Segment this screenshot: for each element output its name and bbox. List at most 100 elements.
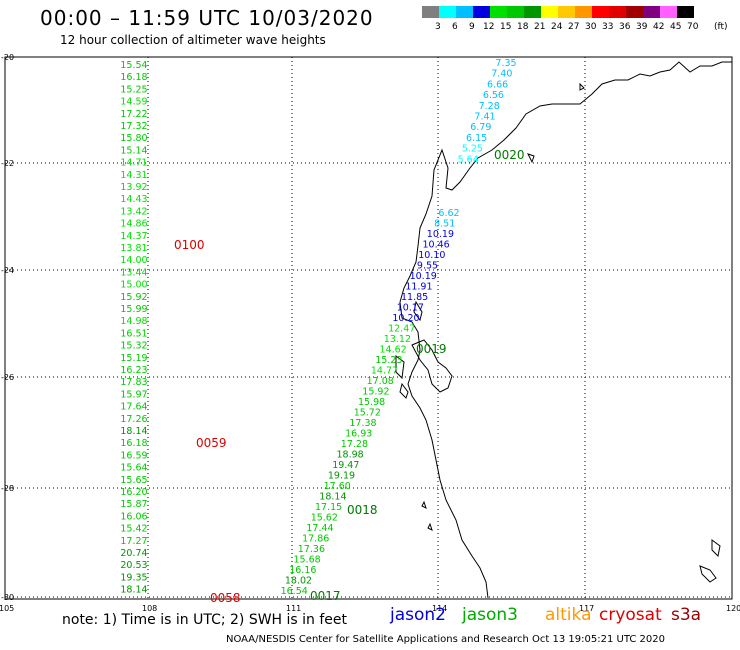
wave-height-value: 18.14 <box>319 492 346 503</box>
coastline <box>399 61 732 599</box>
wave-height-value: 19.47 <box>332 460 359 471</box>
latitude-label: -22 <box>1 159 14 168</box>
wave-height-value: 18.14 <box>120 426 147 437</box>
wave-height-value: 17.86 <box>302 534 329 545</box>
wave-height-value: 16.23 <box>120 365 147 376</box>
wave-height-value: 10.17 <box>397 303 424 314</box>
wave-height-value: 17.60 <box>324 481 351 492</box>
island-outline <box>711 539 721 558</box>
wave-height-value: 20.53 <box>120 560 147 571</box>
wave-height-value: 15.14 <box>120 145 147 156</box>
page-title: 00:00 – 11:59 UTC 10/03/2020 <box>40 6 374 30</box>
legend-level-label: 42 <box>653 22 665 32</box>
wave-height-value: 15.72 <box>354 408 381 419</box>
wave-height-value: 17.22 <box>120 109 147 120</box>
wave-height-value: 10.46 <box>422 240 449 251</box>
pass-time-label: 0019 <box>416 342 447 356</box>
latitude-label: -30 <box>1 593 14 602</box>
satellite-legend-jason3: jason3 <box>462 605 518 625</box>
wave-height-value: 16.18 <box>120 438 147 449</box>
wave-height-value: 17.28 <box>341 439 368 450</box>
legend-level-label: 3 <box>435 22 441 32</box>
legend-swatch <box>575 6 592 18</box>
wave-height-value: 7.35 <box>495 58 516 69</box>
wave-height-value: 14.00 <box>120 255 147 266</box>
wave-height-value: 15.00 <box>120 280 147 291</box>
wave-height-value: 14.98 <box>120 316 147 327</box>
wave-height-value: 14.86 <box>120 219 147 230</box>
wave-height-value: 11.91 <box>405 282 432 293</box>
dirk-hartog-island <box>395 355 405 380</box>
wave-height-value: 8.51 <box>434 219 455 230</box>
wave-height-value: 7.41 <box>474 112 495 123</box>
legend-level-label: 36 <box>619 22 631 32</box>
wave-height-value: 6.62 <box>438 208 459 219</box>
wave-height-value: 14.43 <box>120 194 147 205</box>
page-subtitle: 12 hour collection of altimeter wave hei… <box>60 33 326 47</box>
island-outline <box>399 382 409 399</box>
wave-height-value: 18.98 <box>336 450 363 461</box>
legend-level-label: 24 <box>551 22 563 32</box>
island-outline <box>527 153 535 164</box>
wave-height-value: 14.77 <box>371 366 398 377</box>
satellite-legend-s3a: s3a <box>671 605 702 625</box>
legend-unit-label: (ft) <box>714 22 728 32</box>
longitude-label: 117 <box>579 604 594 613</box>
legend-swatch <box>541 6 558 18</box>
wave-height-value: 17.26 <box>120 414 147 425</box>
color-legend <box>422 6 694 18</box>
pass-time-label: 0018 <box>347 503 378 517</box>
wave-height-value: 19.19 <box>328 471 355 482</box>
island-outline <box>413 300 423 322</box>
legend-level-label: 9 <box>469 22 475 32</box>
island-outline <box>579 82 585 91</box>
pass-time-label: 0058 <box>210 591 241 605</box>
wave-height-value: 11.85 <box>401 292 428 303</box>
wave-height-value: 13.12 <box>384 334 411 345</box>
legend-swatch <box>558 6 575 18</box>
satellite-legend-jason2: jason2 <box>390 605 446 625</box>
longitude-label: 105 <box>0 604 14 613</box>
wave-height-value: 18.14 <box>120 585 147 596</box>
wave-height-value: 6.56 <box>483 90 504 101</box>
wave-height-value: 17.27 <box>120 536 147 547</box>
pass-time-label: 0059 <box>196 436 227 450</box>
legend-swatch <box>643 6 660 18</box>
wave-height-value: 16.54 <box>281 586 308 597</box>
wave-height-value: 15.99 <box>120 304 147 315</box>
wave-height-value: 15.65 <box>120 475 147 486</box>
wave-height-value: 19.35 <box>120 572 147 583</box>
wave-height-value: 15.68 <box>293 555 320 566</box>
wave-height-value: 17.15 <box>315 502 342 513</box>
legend-level-label: 12 <box>483 22 495 32</box>
wave-height-value: 16.93 <box>345 429 372 440</box>
wave-height-value: 15.42 <box>120 524 147 535</box>
wave-height-value: 14.71 <box>120 158 147 169</box>
wave-height-value: 14.59 <box>120 97 147 108</box>
wave-height-value: 10.10 <box>418 250 445 261</box>
footer-note: note: 1) Time is in UTC; 2) SWH is in fe… <box>62 612 348 628</box>
legend-level-label: 21 <box>534 22 546 32</box>
pass-time-label: 0100 <box>174 238 205 252</box>
wave-height-value: 15.87 <box>120 499 147 510</box>
wave-height-value: 10.19 <box>427 229 454 240</box>
latitude-label: -26 <box>1 373 14 382</box>
legend-level-label: 6 <box>452 22 458 32</box>
wave-height-value: 15.98 <box>358 397 385 408</box>
legend-swatch <box>592 6 609 18</box>
legend-level-label: 27 <box>568 22 580 32</box>
wave-height-value: 9.55 <box>417 261 438 272</box>
legend-level-label: 33 <box>602 22 614 32</box>
wave-height-value: 14.37 <box>120 231 147 242</box>
wave-height-value: 17.32 <box>120 121 147 132</box>
legend-swatch <box>456 6 473 18</box>
wave-height-value: 13.44 <box>120 267 147 278</box>
wave-height-value: 5.64 <box>458 154 479 165</box>
longitude-label: 108 <box>142 604 157 613</box>
legend-swatch <box>439 6 456 18</box>
island-outline <box>699 565 717 583</box>
longitude-label: 120 <box>726 604 740 613</box>
wave-height-value: 15.19 <box>120 353 147 364</box>
legend-level-label: 45 <box>670 22 682 32</box>
legend-level-label: 39 <box>636 22 648 32</box>
